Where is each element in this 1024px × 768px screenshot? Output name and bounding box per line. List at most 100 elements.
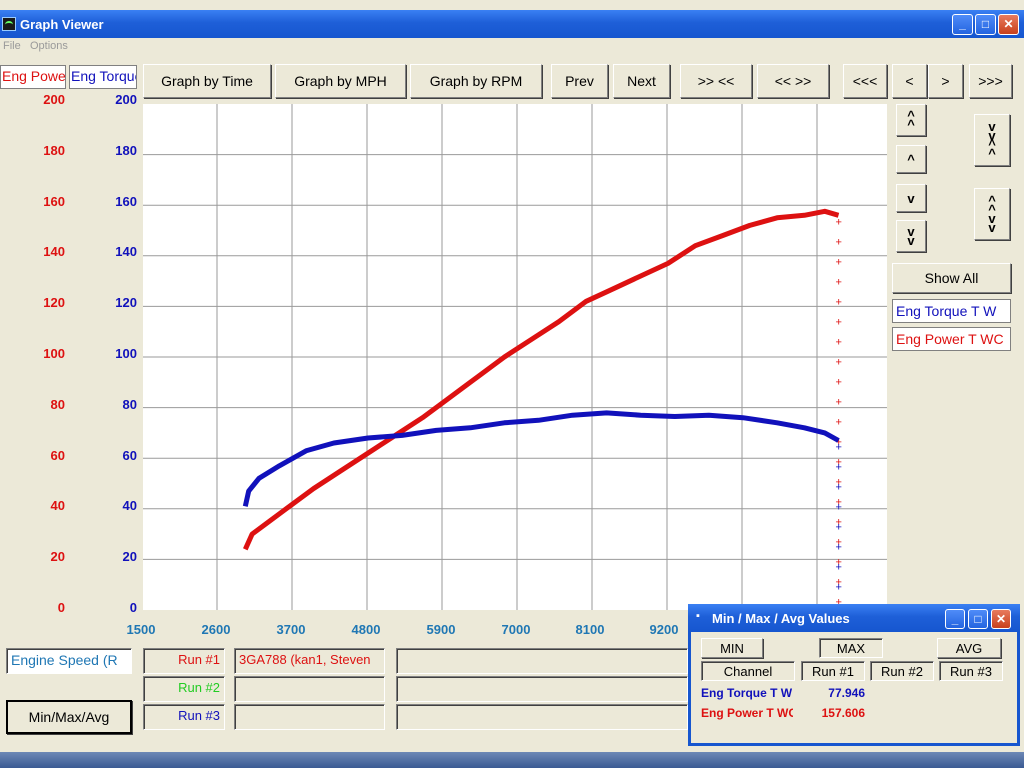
power-tick: 160 xyxy=(43,194,65,209)
rpm-tick: 8100 xyxy=(575,622,605,637)
mma-row-run1: 157.606 xyxy=(821,706,865,720)
rpm-tick: 4800 xyxy=(351,622,381,637)
plot-area[interactable]: + + + + + + + + + + + + + + + + + + + + + + + + + + + + xyxy=(143,104,887,610)
power-tick: 0 xyxy=(57,600,65,615)
menu-options[interactable]: Options xyxy=(30,40,68,52)
mma-minimize-button[interactable]: _ xyxy=(945,609,965,629)
power-tick: 60 xyxy=(50,448,65,463)
torque-tick: 140 xyxy=(115,244,137,259)
torque-tick: 120 xyxy=(115,295,137,310)
run1-value[interactable]: 3GA788 (kan1, Steven xyxy=(234,648,385,674)
torque-tick: 40 xyxy=(122,498,137,513)
chevron-expand-icon: v v ^ ^ xyxy=(988,119,996,161)
series-dropoff-marker: + xyxy=(835,316,841,328)
double-chevron-up-icon: ^ ^ xyxy=(907,108,915,132)
torque-tick: 160 xyxy=(115,194,137,209)
power-tick: 100 xyxy=(43,346,65,361)
scroll-far-right-button[interactable]: >>> xyxy=(969,64,1012,98)
series-dropoff-marker: + xyxy=(835,236,841,248)
torque-tick: 60 xyxy=(122,448,137,463)
power-axis-header: Eng Power T W xyxy=(0,65,66,89)
series-dropoff-marker: + xyxy=(835,216,841,228)
min-max-avg-button[interactable]: Min/Max/Avg xyxy=(6,700,132,734)
window-icon: ▪ xyxy=(696,610,700,622)
series-dropoff-marker: + xyxy=(835,376,841,388)
run2-value[interactable] xyxy=(234,676,385,702)
max-button[interactable]: MAX xyxy=(819,638,883,658)
scroll-left-button[interactable]: < xyxy=(892,64,927,98)
window-title: Graph Viewer xyxy=(20,17,104,32)
prev-button[interactable]: Prev xyxy=(551,64,608,98)
col-run2: Run #2 xyxy=(870,661,934,681)
close-button[interactable]: ✕ xyxy=(998,14,1019,35)
graph-by-time-button[interactable]: Graph by Time xyxy=(143,64,271,98)
graph-by-rpm-button[interactable]: Graph by RPM xyxy=(410,64,542,98)
series-dropoff-marker: + xyxy=(835,476,841,488)
run2-label: Run #2 xyxy=(143,676,225,702)
col-run3: Run #3 xyxy=(939,661,1003,681)
chevron-up-icon: ^ xyxy=(907,151,915,167)
taskbar-strip xyxy=(0,752,1024,768)
x-channel-field[interactable]: Engine Speed (R xyxy=(6,648,132,674)
torque-tick: 100 xyxy=(115,346,137,361)
power-tick: 20 xyxy=(50,549,65,564)
torque-tick: 0 xyxy=(129,600,137,615)
mma-row-channel: Eng Power T WC xyxy=(701,706,793,720)
series-dropoff-marker: + xyxy=(835,336,841,348)
avg-button[interactable]: AVG xyxy=(937,638,1001,658)
series-dropoff-marker: + xyxy=(835,516,841,528)
menu-file[interactable]: File xyxy=(3,40,21,52)
series-dropoff-marker: + xyxy=(835,436,841,448)
scroll-down-button[interactable]: v xyxy=(896,184,926,212)
graph-by-mph-button[interactable]: Graph by MPH xyxy=(275,64,406,98)
power-tick: 80 xyxy=(50,397,65,412)
power-tick: 40 xyxy=(50,498,65,513)
series-dropoff-marker: + xyxy=(835,561,841,573)
compress-scale-button[interactable]: ^ ^ v v xyxy=(974,188,1010,240)
series-line-torque xyxy=(242,410,840,507)
scroll-up-fast-button[interactable]: ^ ^ xyxy=(896,104,926,136)
power-tick: 140 xyxy=(43,244,65,259)
torque-tick: 180 xyxy=(115,143,137,158)
run3-notes[interactable] xyxy=(396,704,688,730)
scroll-up-button[interactable]: ^ xyxy=(896,145,926,173)
scroll-far-left-button[interactable]: <<< xyxy=(843,64,887,98)
series-dropoff-marker: + xyxy=(835,596,841,608)
series-dropoff-marker: + xyxy=(835,276,841,288)
legend-torque[interactable]: Eng Torque T W xyxy=(892,299,1011,323)
show-all-button[interactable]: Show All xyxy=(892,263,1011,293)
legend-power[interactable]: Eng Power T WC xyxy=(892,327,1011,351)
chevron-compress-icon: ^ ^ v v xyxy=(988,193,996,235)
run1-notes[interactable] xyxy=(396,648,688,674)
app-graph-icon xyxy=(2,17,16,31)
min-max-avg-titlebar[interactable]: ▪ Min / Max / Avg Values _ □ ✕ xyxy=(688,604,1020,632)
series-dropoff-marker: + xyxy=(835,456,841,468)
series-dropoff-marker: + xyxy=(835,256,841,268)
power-tick: 180 xyxy=(43,143,65,158)
menu-bar: File Options xyxy=(0,38,1024,56)
series-dropoff-marker: + xyxy=(835,556,841,568)
rpm-tick: 5900 xyxy=(426,622,456,637)
minimize-button[interactable]: _ xyxy=(952,14,973,35)
mma-maximize-button[interactable]: □ xyxy=(968,609,988,629)
next-button[interactable]: Next xyxy=(613,64,670,98)
expand-scale-button[interactable]: v v ^ ^ xyxy=(974,114,1010,166)
rpm-tick: 9200 xyxy=(649,622,679,637)
zoom-out-button[interactable]: << >> xyxy=(757,64,829,98)
torque-tick: 20 xyxy=(122,549,137,564)
series-dropoff-marker: + xyxy=(835,521,841,533)
rpm-tick: 1500 xyxy=(126,622,156,637)
scroll-right-button[interactable]: > xyxy=(928,64,963,98)
min-button[interactable]: MIN xyxy=(701,638,763,658)
torque-axis-header: Eng Torque T W xyxy=(69,65,137,89)
window-titlebar[interactable]: Graph Viewer _ □ ✕ xyxy=(0,10,1024,38)
maximize-button[interactable]: □ xyxy=(975,14,996,35)
run1-label: Run #1 xyxy=(143,648,225,674)
col-run1: Run #1 xyxy=(801,661,865,681)
series-dropoff-marker: + xyxy=(835,496,841,508)
zoom-in-button[interactable]: >> << xyxy=(680,64,752,98)
mma-close-button[interactable]: ✕ xyxy=(991,609,1011,629)
run2-notes[interactable] xyxy=(396,676,688,702)
run3-value[interactable] xyxy=(234,704,385,730)
